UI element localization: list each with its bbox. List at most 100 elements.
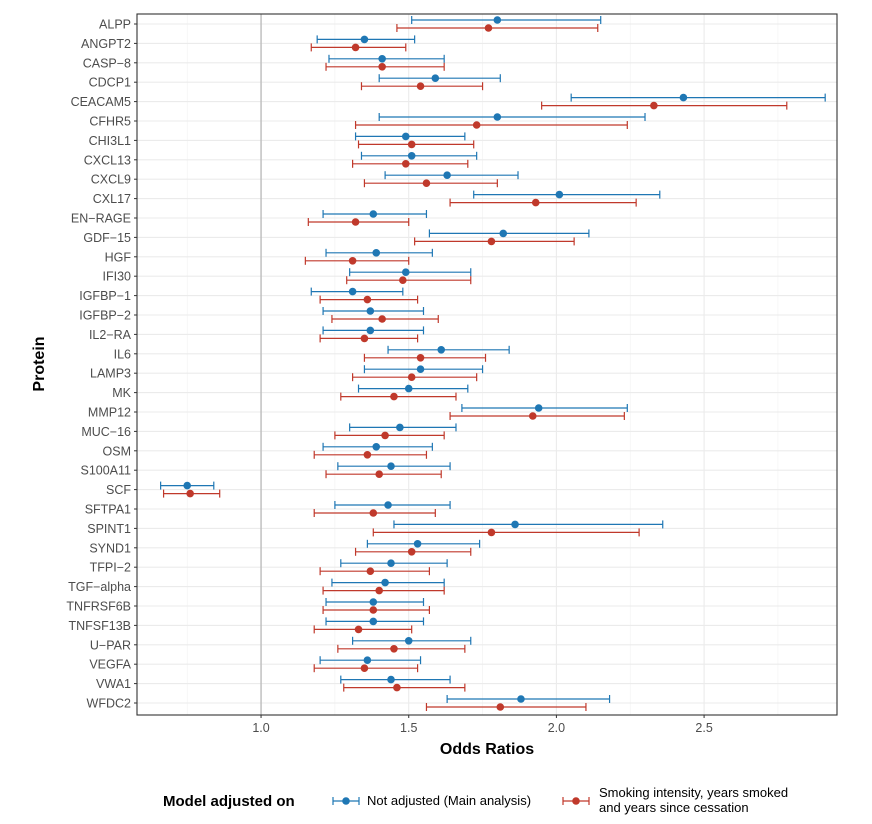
y-tick-label: IGFBP−1: [79, 289, 131, 303]
or-point: [387, 675, 395, 684]
or-point: [351, 43, 360, 52]
x-tick-label: 1.5: [400, 721, 417, 735]
legend-label-not-adjusted: Not adjusted (Main analysis): [367, 793, 531, 808]
or-point: [650, 101, 658, 110]
legend-label-smoking-adjusted-line1: Smoking intensity, years smoked: [599, 785, 788, 800]
or-point: [387, 559, 395, 567]
legend-key-not-adjusted: [332, 797, 360, 805]
or-point: [375, 470, 383, 479]
or-point: [390, 392, 398, 401]
or-point: [378, 55, 386, 63]
or-point: [413, 540, 422, 548]
or-point: [366, 307, 375, 315]
or-point: [393, 683, 401, 692]
or-point: [183, 481, 192, 490]
y-tick-label: IL6: [114, 347, 131, 361]
or-point: [387, 462, 395, 471]
or-point: [487, 528, 496, 537]
y-tick-label: CDCP1: [89, 76, 131, 90]
or-point: [348, 287, 357, 296]
or-point: [384, 501, 392, 509]
or-point: [407, 373, 416, 382]
plot-marks: [160, 16, 826, 711]
or-point: [528, 412, 537, 420]
or-point: [407, 548, 416, 556]
y-tick-label: GDF−15: [83, 231, 131, 245]
or-point: [372, 249, 381, 257]
y-tick-label: SYND1: [89, 541, 131, 555]
or-point: [390, 645, 398, 653]
or-point: [369, 509, 378, 517]
or-point: [399, 276, 407, 285]
or-point: [679, 93, 688, 102]
series-0: [160, 16, 826, 703]
or-point: [375, 586, 383, 595]
y-tick-label: LAMP3: [90, 367, 131, 381]
or-point: [422, 179, 431, 187]
y-tick-label: IFI30: [103, 270, 132, 284]
or-point: [493, 113, 502, 121]
y-tick-label: TNFRSF6B: [66, 600, 131, 614]
or-point: [366, 567, 375, 575]
x-tick-label: 2.0: [548, 721, 565, 735]
y-tick-label: MUC−16: [81, 425, 131, 439]
or-point: [534, 404, 543, 412]
y-axis-title: Protein: [31, 336, 48, 391]
y-tick-label: VWA1: [96, 677, 131, 691]
y-tick-label: EN−RAGE: [71, 212, 131, 226]
y-tick-label: S100A11: [80, 464, 131, 478]
or-point: [360, 334, 369, 343]
y-tick-label: CEACAM5: [71, 95, 131, 109]
or-point: [363, 656, 372, 664]
or-point: [404, 384, 413, 393]
y-tick-label: SCF: [106, 483, 131, 497]
or-point: [354, 625, 363, 634]
or-point: [407, 152, 416, 160]
or-point: [363, 295, 372, 304]
or-point: [496, 703, 505, 711]
y-tick-label: U−PAR: [90, 638, 131, 652]
or-point: [396, 423, 404, 432]
or-point: [369, 210, 378, 218]
or-point: [487, 237, 496, 246]
or-point: [416, 365, 425, 374]
y-tick-label: ALPP: [99, 18, 131, 32]
or-point: [401, 160, 410, 168]
or-point: [401, 268, 410, 277]
or-point: [493, 16, 502, 24]
or-point: [472, 121, 481, 129]
y-tick-label: CXCL13: [84, 153, 131, 167]
or-point: [404, 637, 413, 645]
or-point: [531, 198, 540, 207]
or-point: [499, 229, 508, 238]
y-tick-label: OSM: [103, 444, 131, 458]
y-tick-labels: ALPP ANGPT2 CASP−8 CDCP1 CEACAM5 CFHR5 CHI3L1 C…: [66, 18, 137, 711]
y-tick-label: WFDC2: [87, 697, 131, 711]
or-point: [484, 24, 493, 32]
y-tick-label: CXL17: [93, 192, 131, 206]
y-tick-label: CFHR5: [89, 115, 131, 129]
or-point: [431, 74, 440, 82]
x-tick-labels: 1.0 1.5 2.0 2.5: [252, 715, 713, 735]
y-tick-label: CXCL9: [91, 173, 131, 187]
y-tick-label: ANGPT2: [81, 37, 131, 51]
or-point: [369, 617, 378, 626]
x-axis-title: Odds Ratios: [440, 741, 534, 758]
y-tick-label: CASP−8: [83, 56, 131, 70]
or-point: [363, 451, 372, 459]
or-point: [378, 315, 386, 323]
y-tick-label: CHI3L1: [89, 134, 131, 148]
y-tick-label: HGF: [105, 250, 132, 264]
x-tick-label: 2.5: [695, 721, 712, 735]
y-tick-label: SPINT1: [87, 522, 131, 536]
or-point: [369, 598, 378, 606]
legend-label-smoking-adjusted-line2: and years since cessation: [599, 800, 749, 815]
y-tick-label: MK: [112, 386, 131, 400]
plot-panel-border: [136, 13, 838, 716]
or-point: [555, 190, 564, 199]
y-tick-label: TGF−alpha: [68, 580, 131, 594]
or-point: [360, 664, 369, 672]
or-point: [351, 218, 360, 226]
y-tick-label: TFPI−2: [90, 561, 131, 575]
